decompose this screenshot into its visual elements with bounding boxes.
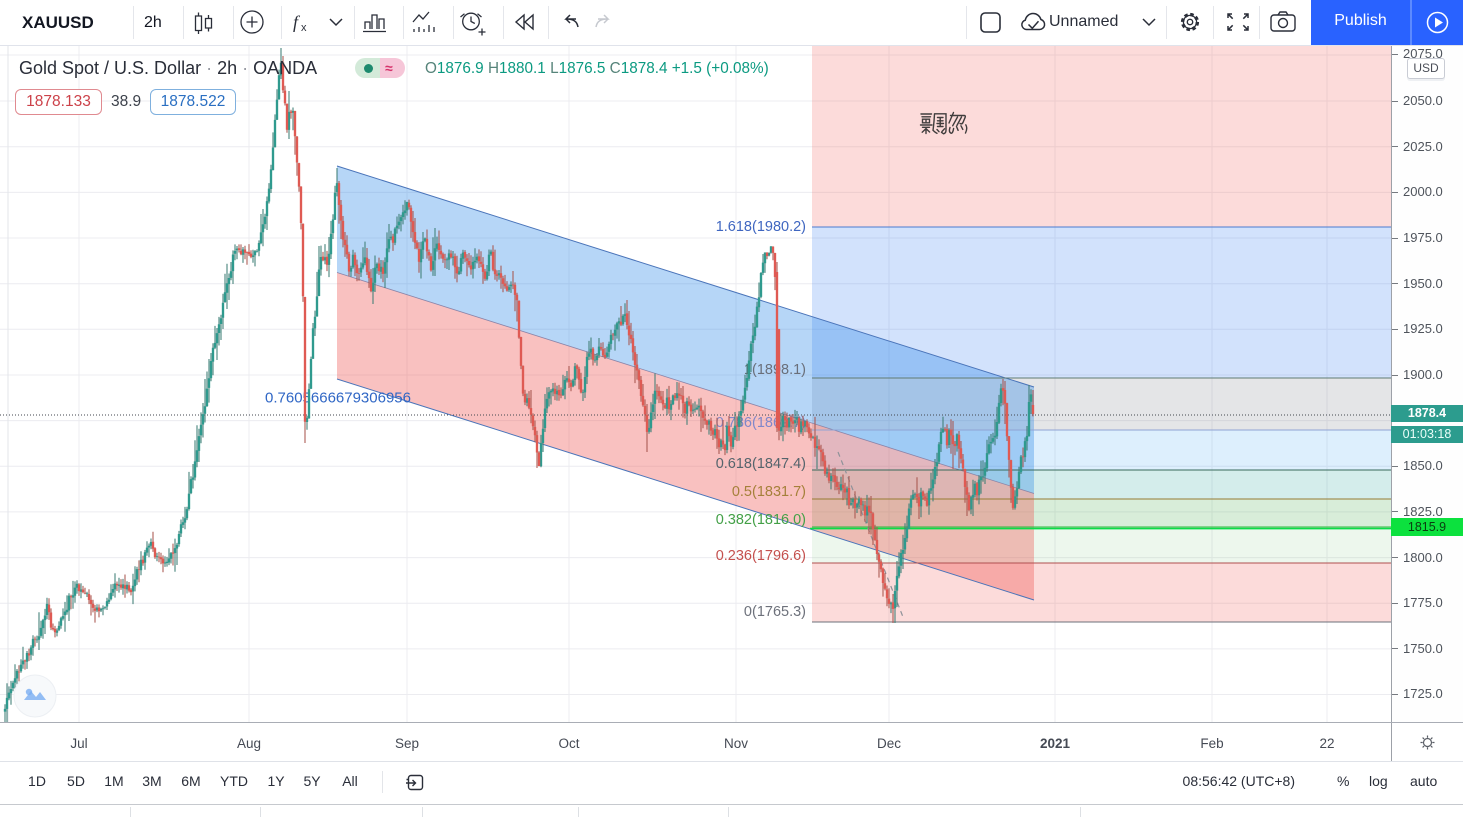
svg-text:f: f: [293, 12, 301, 32]
svg-text:0.618(1847.4): 0.618(1847.4): [716, 456, 806, 472]
svg-text:0.236(1796.6): 0.236(1796.6): [716, 548, 806, 564]
svg-text:0.5(1831.7): 0.5(1831.7): [732, 484, 806, 500]
svg-text:0.7605666679306956: 0.7605666679306956: [265, 390, 411, 407]
svg-text:1(1898.1): 1(1898.1): [744, 362, 806, 378]
svg-text:x: x: [301, 22, 307, 34]
svg-text:1.618(1980.2): 1.618(1980.2): [716, 219, 806, 235]
svg-text:0.382(1816.0): 0.382(1816.0): [716, 512, 806, 528]
svg-text:0(1765.3): 0(1765.3): [744, 604, 806, 620]
